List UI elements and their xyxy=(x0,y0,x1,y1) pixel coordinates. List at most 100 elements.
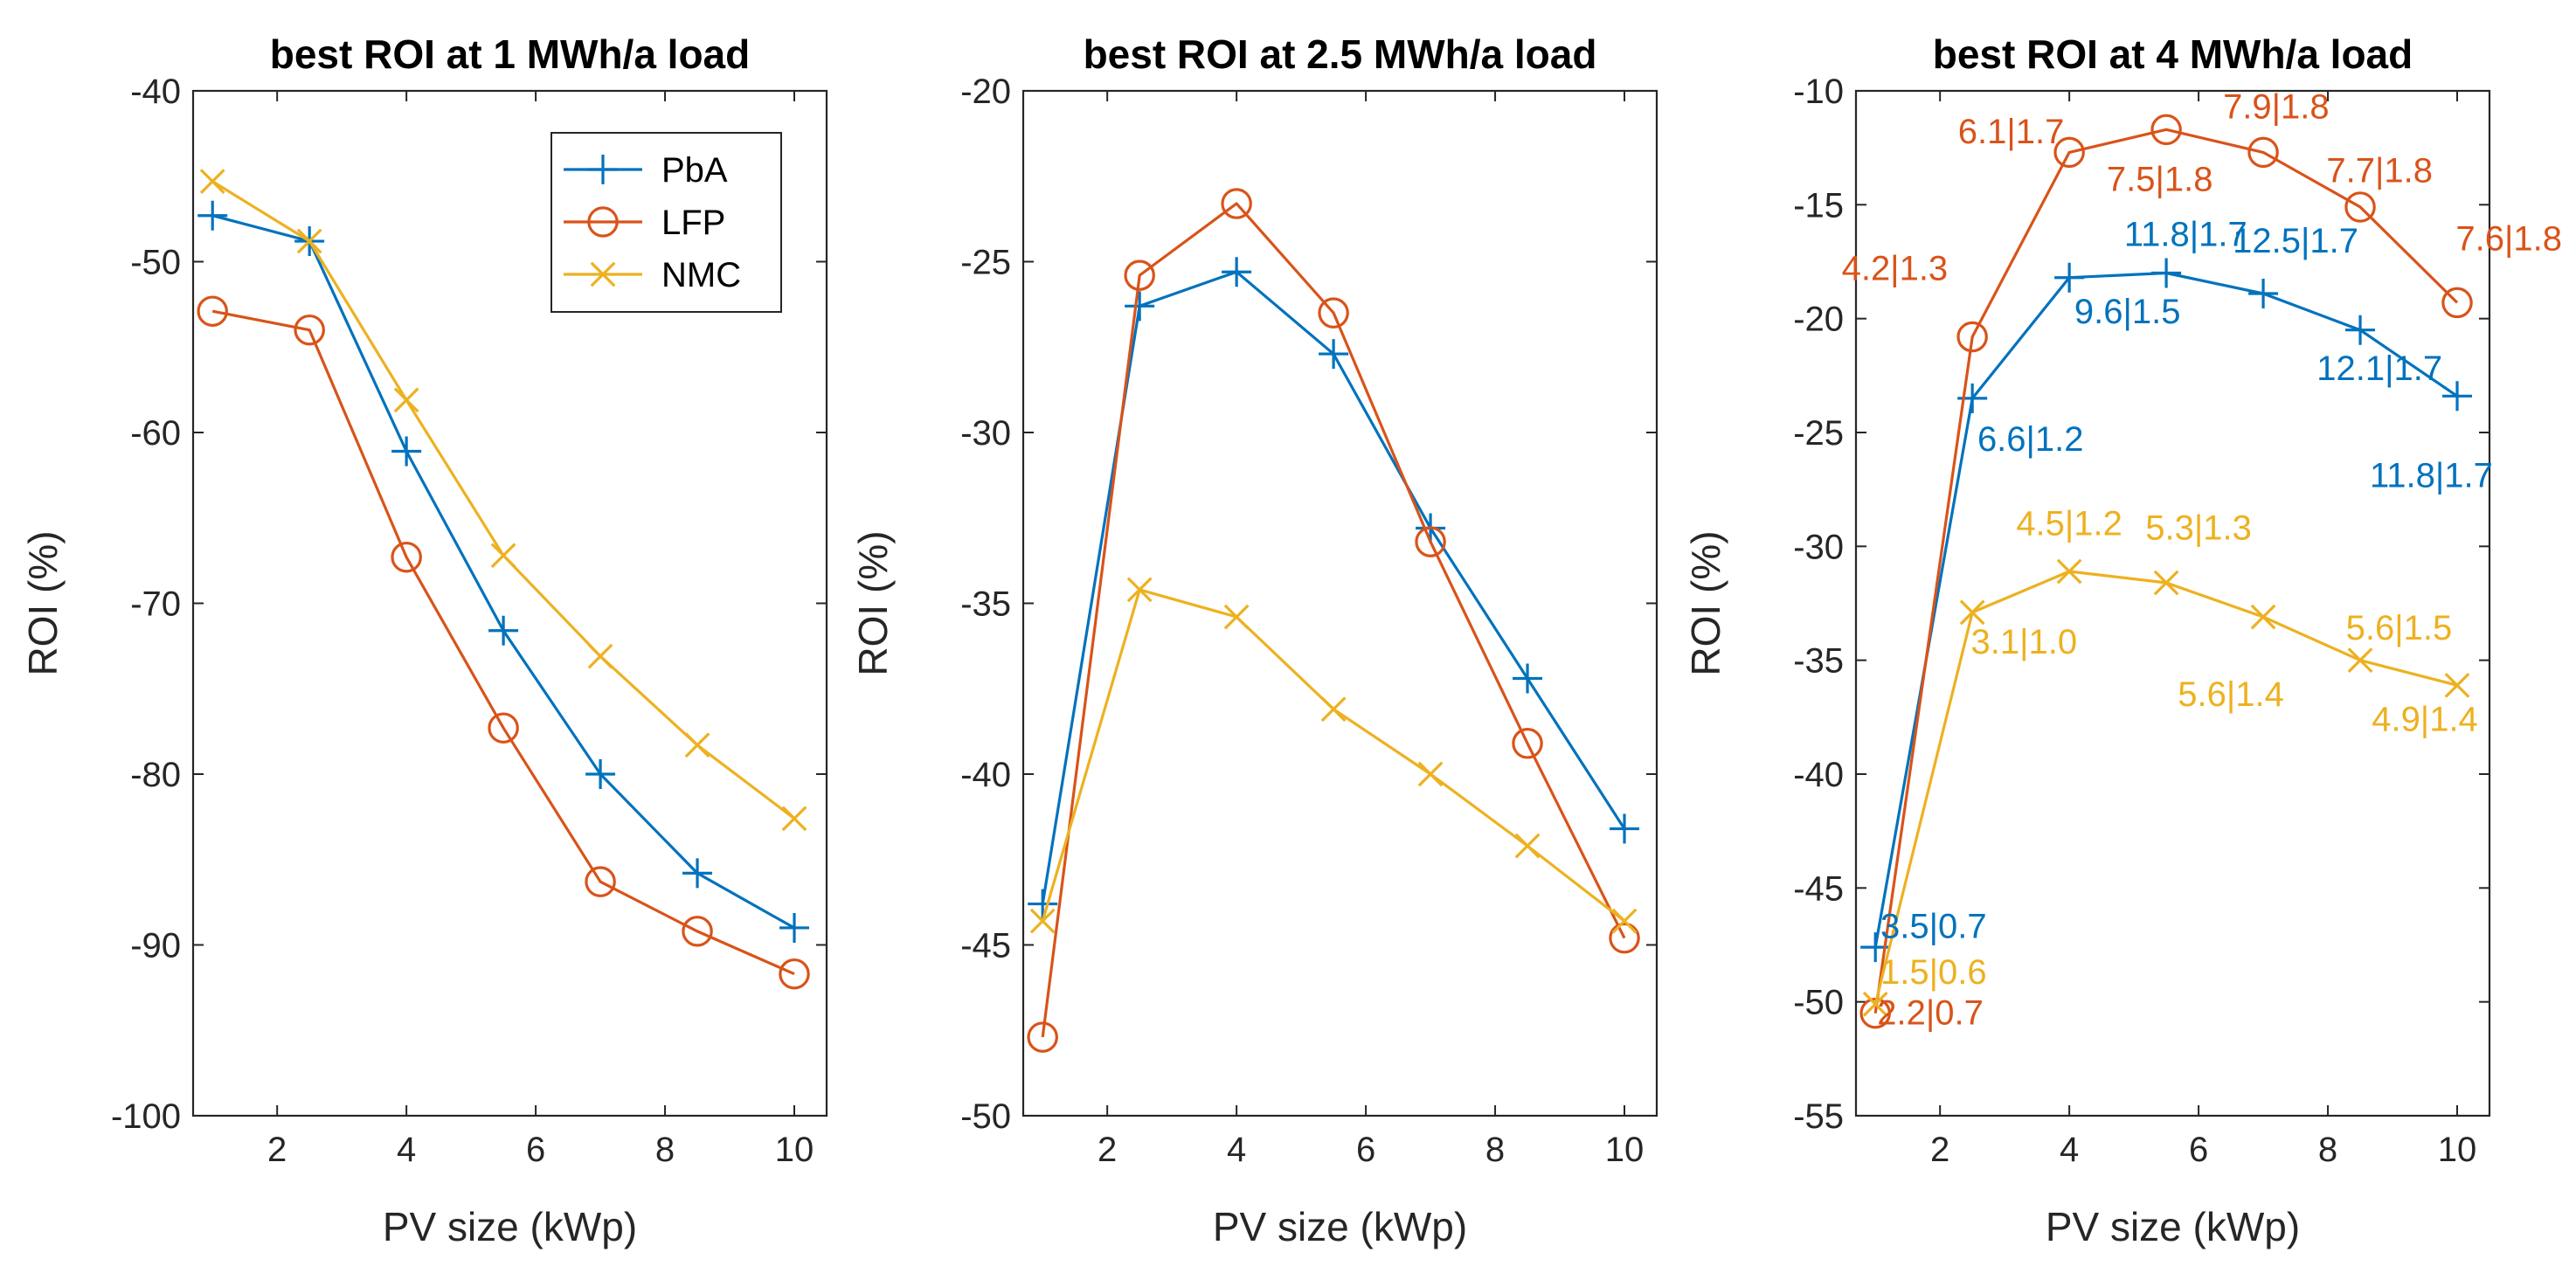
annotation-label-nmc: 5.6|1.5 xyxy=(2346,609,2453,647)
x-tick-label: 4 xyxy=(1227,1131,1246,1169)
y-tick-label: -55 xyxy=(1793,1097,1844,1136)
data-point-lfp xyxy=(1318,297,1349,329)
series-line-lfp xyxy=(1041,202,1626,1038)
data-point-nmc xyxy=(2153,570,2179,596)
y-tick-label: -40 xyxy=(960,756,1011,794)
data-point-nmc xyxy=(1223,604,1250,630)
x-tick-label: 6 xyxy=(1356,1131,1375,1169)
data-point-nmc xyxy=(1611,908,1638,934)
data-point-pba xyxy=(779,912,810,943)
y-tick-label: -20 xyxy=(960,73,1011,111)
annotation-label-nmc: 4.5|1.2 xyxy=(2016,504,2122,543)
data-point-nmc xyxy=(1959,599,1985,626)
plot-area-box xyxy=(1021,89,1658,1117)
x-axis-label: PV size (kWp) xyxy=(2046,1204,2300,1249)
data-point-nmc xyxy=(2250,604,2276,630)
chart-panel-3: 2 4 6 8 10 -55 -50 -45 -40 -35 -30 -25 -20 -15 -10 best… xyxy=(1683,31,2562,1249)
data-point-pba xyxy=(1610,813,1640,844)
data-point-lfp xyxy=(1415,526,1446,557)
legend-entry-nmc: NMC xyxy=(564,256,741,294)
y-tick-label: -80 xyxy=(130,756,181,794)
series-nmc xyxy=(1862,558,2470,1017)
data-point-pba xyxy=(197,200,228,231)
data-point-pba xyxy=(682,858,713,889)
data-point-pba xyxy=(1028,889,1058,919)
legend-label: LFP xyxy=(661,204,725,242)
data-point-nmc xyxy=(199,169,225,195)
annotation-label-nmc: 5.6|1.4 xyxy=(2178,675,2284,714)
x-tick-label: 6 xyxy=(2189,1131,2208,1169)
data-point-pba xyxy=(391,436,422,467)
y-tick-label: -15 xyxy=(1793,186,1844,225)
data-point-pba xyxy=(488,615,519,646)
x-tick-label: 2 xyxy=(267,1131,287,1169)
y-tick-label: -70 xyxy=(130,585,181,624)
data-point-lfp xyxy=(1124,259,1155,291)
data-point-nmc xyxy=(1029,908,1056,934)
series-lfp xyxy=(1027,188,1640,1053)
data-point-nmc xyxy=(1417,761,1444,787)
data-point-lfp xyxy=(2053,136,2085,169)
chart-title: best ROI at 1 MWh/a load xyxy=(270,31,751,77)
data-point-nmc xyxy=(2444,672,2470,698)
chart-panel-2: 2 4 6 8 10 -50 -45 -40 -35 -30 -25 -20 best ROI at 2… xyxy=(850,31,1658,1249)
annotation-label-lfp: 2.2|0.7 xyxy=(1877,994,1984,1033)
series-nmc xyxy=(199,169,807,832)
data-point-lfp xyxy=(682,916,713,947)
x-axis-label: PV size (kWp) xyxy=(383,1204,637,1249)
x-tick-label: 6 xyxy=(526,1131,545,1169)
x-tick-label: 8 xyxy=(1485,1131,1505,1169)
annotation-label-pba: 12.1|1.7 xyxy=(2316,349,2442,388)
y-tick-label: -50 xyxy=(130,244,181,282)
data-point-nmc xyxy=(296,228,322,254)
series-lfp xyxy=(197,295,810,990)
y-tick-label: -45 xyxy=(1793,869,1844,908)
data-point-nmc xyxy=(490,543,516,569)
y-tick-label: -35 xyxy=(1793,642,1844,681)
x-tick-label: 4 xyxy=(397,1131,416,1169)
annotation-label-lfp: 7.5|1.8 xyxy=(2107,161,2213,199)
legend-marker xyxy=(587,206,619,238)
y-tick-label: -30 xyxy=(1793,528,1844,566)
annotation-label-pba: 3.5|0.7 xyxy=(1880,908,1987,946)
data-point-pba xyxy=(1319,339,1349,370)
data-point-lfp xyxy=(1027,1021,1058,1053)
data-point-lfp xyxy=(197,295,228,327)
data-point-lfp xyxy=(585,866,616,897)
data-point-lfp xyxy=(2247,136,2279,169)
y-tick-label: -45 xyxy=(960,927,1011,965)
data-point-nmc xyxy=(1862,991,1888,1017)
y-tick-label: -90 xyxy=(130,927,181,965)
y-tick-label: -100 xyxy=(111,1097,181,1136)
y-axis-label: ROI (%) xyxy=(1683,530,1728,675)
data-point-lfp xyxy=(1512,728,1543,759)
y-tick-label: -50 xyxy=(960,1097,1011,1136)
data-point-nmc xyxy=(1514,833,1541,859)
data-point-lfp xyxy=(2441,287,2473,319)
annotation-label-nmc: 4.9|1.4 xyxy=(2372,700,2478,738)
annotation-label-nmc: 3.1|1.0 xyxy=(1971,623,2078,661)
y-tick-label: -35 xyxy=(960,585,1011,624)
data-point-pba xyxy=(2442,381,2473,412)
series-lfp xyxy=(1859,114,2473,1029)
data-point-nmc xyxy=(781,806,807,832)
x-tick-label: 10 xyxy=(1605,1131,1645,1169)
x-tick-label: 8 xyxy=(655,1131,675,1169)
data-point-pba xyxy=(585,759,616,789)
annotation-label-lfp: 7.6|1.8 xyxy=(2455,219,2562,258)
x-tick-label: 2 xyxy=(1930,1131,1949,1169)
chart-title: best ROI at 4 MWh/a load xyxy=(1933,31,2413,77)
data-point-lfp xyxy=(1956,321,1988,353)
series-pba xyxy=(1028,257,1640,919)
data-point-pba xyxy=(1513,663,1543,694)
data-point-lfp xyxy=(1221,188,1252,219)
data-point-pba xyxy=(2345,315,2376,345)
series-line-lfp xyxy=(211,309,795,976)
x-tick-label: 4 xyxy=(2060,1131,2079,1169)
y-tick-label: -50 xyxy=(1793,984,1844,1022)
y-tick-label: -25 xyxy=(960,244,1011,282)
data-point-nmc xyxy=(684,732,710,758)
data-point-nmc xyxy=(2056,558,2082,585)
annotation-label-pba: 11.8|1.7 xyxy=(2124,215,2247,253)
y-tick-label: -20 xyxy=(1793,301,1844,339)
